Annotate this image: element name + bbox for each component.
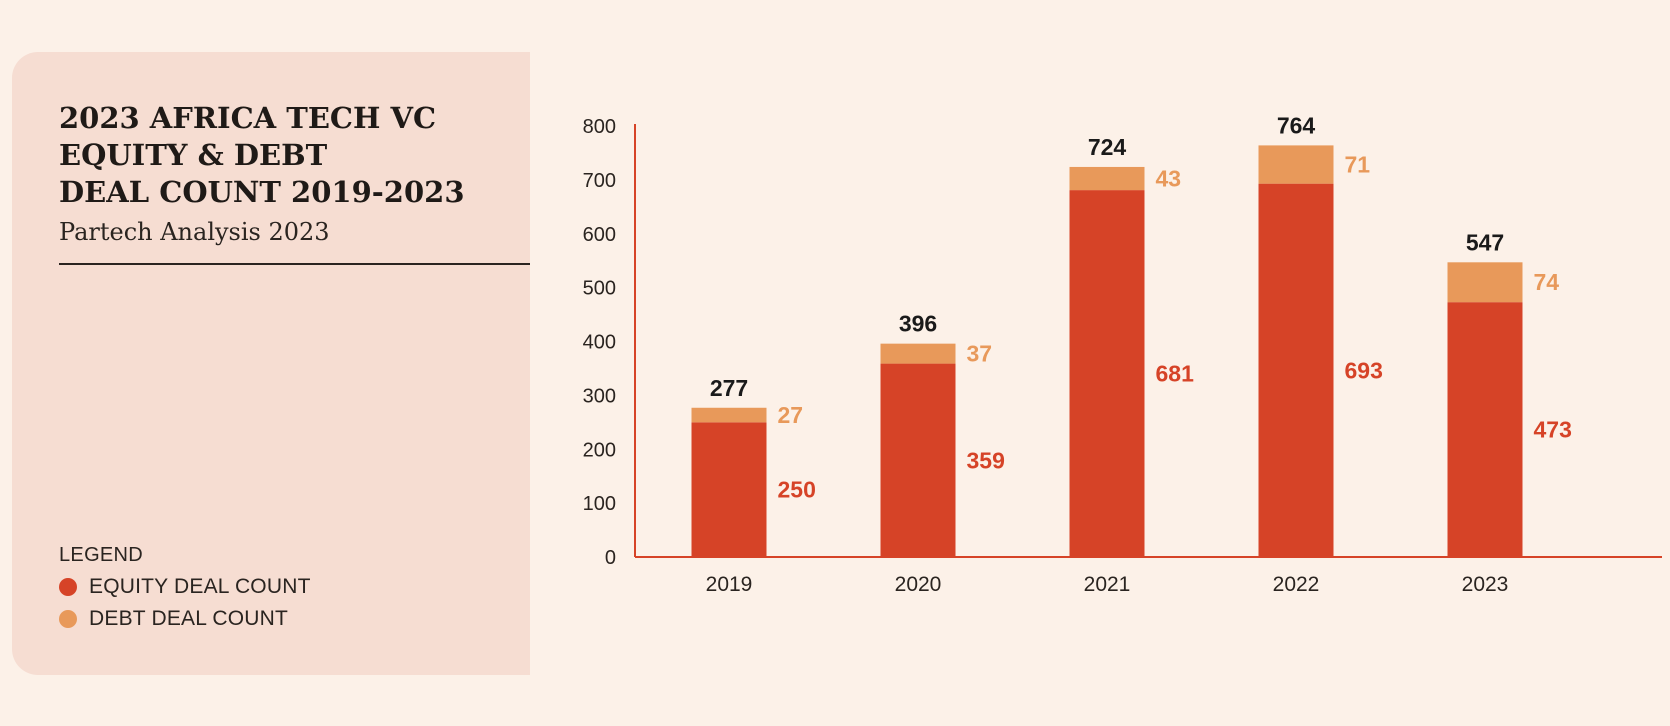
bar-debt: [1447, 262, 1523, 303]
total-label: 724: [1088, 134, 1127, 160]
title-line-1: 2023 AFRICA TECH VC: [59, 101, 437, 135]
title-divider: [59, 263, 530, 265]
bar-equity: [1258, 183, 1334, 557]
debt-swatch-icon: [59, 610, 77, 628]
y-tick-label: 0: [605, 547, 616, 569]
chart-subtitle: Partech Analysis 2023: [59, 218, 330, 246]
y-tick-label: 100: [583, 493, 616, 515]
y-tick-label: 600: [583, 224, 616, 246]
bar-debt: [880, 343, 956, 364]
y-tick-label: 800: [583, 116, 616, 138]
legend-label-equity: EQUITY DEAL COUNT: [89, 575, 311, 598]
x-tick-label: 2021: [1084, 573, 1131, 596]
equity-value-label: 473: [1534, 417, 1572, 443]
legend-label-debt: DEBT DEAL COUNT: [89, 607, 289, 630]
y-tick-label: 200: [583, 439, 616, 461]
bar-debt: [1258, 145, 1334, 184]
x-tick-label: 2023: [1462, 573, 1509, 596]
bar-debt: [1069, 166, 1145, 191]
equity-value-label: 693: [1345, 357, 1383, 383]
debt-value-label: 37: [967, 341, 993, 367]
total-label: 277: [710, 375, 748, 401]
y-tick-label: 700: [583, 170, 616, 192]
legend-title: LEGEND: [59, 544, 144, 566]
bar-debt: [691, 407, 767, 423]
title-line-3: DEAL COUNT 2019-2023: [59, 175, 465, 209]
legend-item-debt: DEBT DEAL COUNT: [59, 607, 288, 631]
total-label: 396: [899, 311, 937, 337]
legend-item-equity: EQUITY DEAL COUNT: [59, 575, 311, 599]
equity-value-label: 681: [1156, 361, 1195, 387]
debt-value-label: 74: [1534, 269, 1560, 295]
total-label: 764: [1277, 112, 1316, 138]
bar-equity: [691, 422, 767, 557]
stacked-bar-chart: 0 100 200 300 400 500 600 700 800 277 27 250 2019 396…: [583, 112, 1662, 596]
y-tick-label: 500: [583, 278, 616, 300]
total-label: 547: [1466, 229, 1504, 255]
y-tick-label: 400: [583, 332, 616, 354]
debt-value-label: 71: [1345, 152, 1371, 178]
chart-title: 2023 AFRICA TECH VC EQUITY & DEBT DEAL C…: [59, 100, 519, 211]
x-tick-label: 2019: [706, 573, 753, 596]
info-panel: 2023 AFRICA TECH VC EQUITY & DEBT DEAL C…: [12, 52, 530, 675]
x-tick-label: 2020: [895, 573, 942, 596]
debt-value-label: 43: [1156, 166, 1182, 192]
bar-equity: [1447, 302, 1523, 557]
bar-equity: [880, 363, 956, 557]
equity-value-label: 359: [967, 447, 1005, 473]
debt-value-label: 27: [778, 402, 804, 428]
x-tick-label: 2022: [1273, 573, 1320, 596]
y-tick-label: 300: [583, 385, 616, 407]
equity-swatch-icon: [59, 578, 77, 596]
bar-equity: [1069, 190, 1145, 557]
title-line-2: EQUITY & DEBT: [59, 138, 328, 172]
equity-value-label: 250: [778, 477, 816, 503]
